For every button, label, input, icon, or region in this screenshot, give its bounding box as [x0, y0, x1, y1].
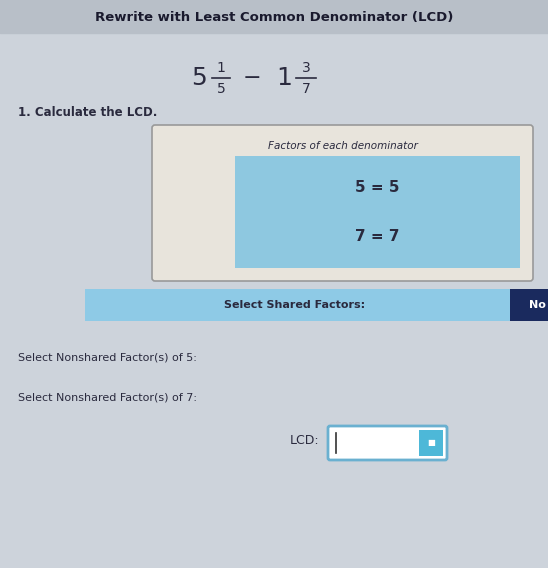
Bar: [510, 289, 548, 321]
Text: Select Nonshared Factor(s) of 7:: Select Nonshared Factor(s) of 7:: [18, 393, 197, 403]
Text: Select Shared Factors:: Select Shared Factors:: [225, 300, 366, 310]
Bar: [85, 289, 515, 321]
Text: 1: 1: [216, 61, 225, 75]
Bar: [235, 156, 520, 268]
Text: Factors of each denominator: Factors of each denominator: [267, 141, 418, 151]
Text: 1: 1: [276, 66, 292, 90]
Text: 7: 7: [301, 82, 310, 96]
FancyBboxPatch shape: [328, 426, 447, 460]
Text: −: −: [243, 68, 261, 88]
FancyBboxPatch shape: [152, 125, 533, 281]
Text: 5: 5: [191, 66, 207, 90]
Text: Select Nonshared Factor(s) of 5:: Select Nonshared Factor(s) of 5:: [18, 353, 197, 363]
Text: 5: 5: [216, 82, 225, 96]
Text: 3: 3: [301, 61, 310, 75]
Text: 1. Calculate the LCD.: 1. Calculate the LCD.: [18, 107, 157, 119]
Text: 5 = 5: 5 = 5: [355, 180, 399, 195]
Text: Rewrite with Least Common Denominator (LCD): Rewrite with Least Common Denominator (L…: [95, 10, 453, 23]
Bar: [419, 430, 443, 456]
Text: 7 = 7: 7 = 7: [355, 229, 399, 244]
Text: ■: ■: [427, 438, 435, 448]
Bar: [0, 0, 548, 33]
Text: No: No: [529, 300, 545, 310]
Text: LCD:: LCD:: [290, 433, 319, 446]
